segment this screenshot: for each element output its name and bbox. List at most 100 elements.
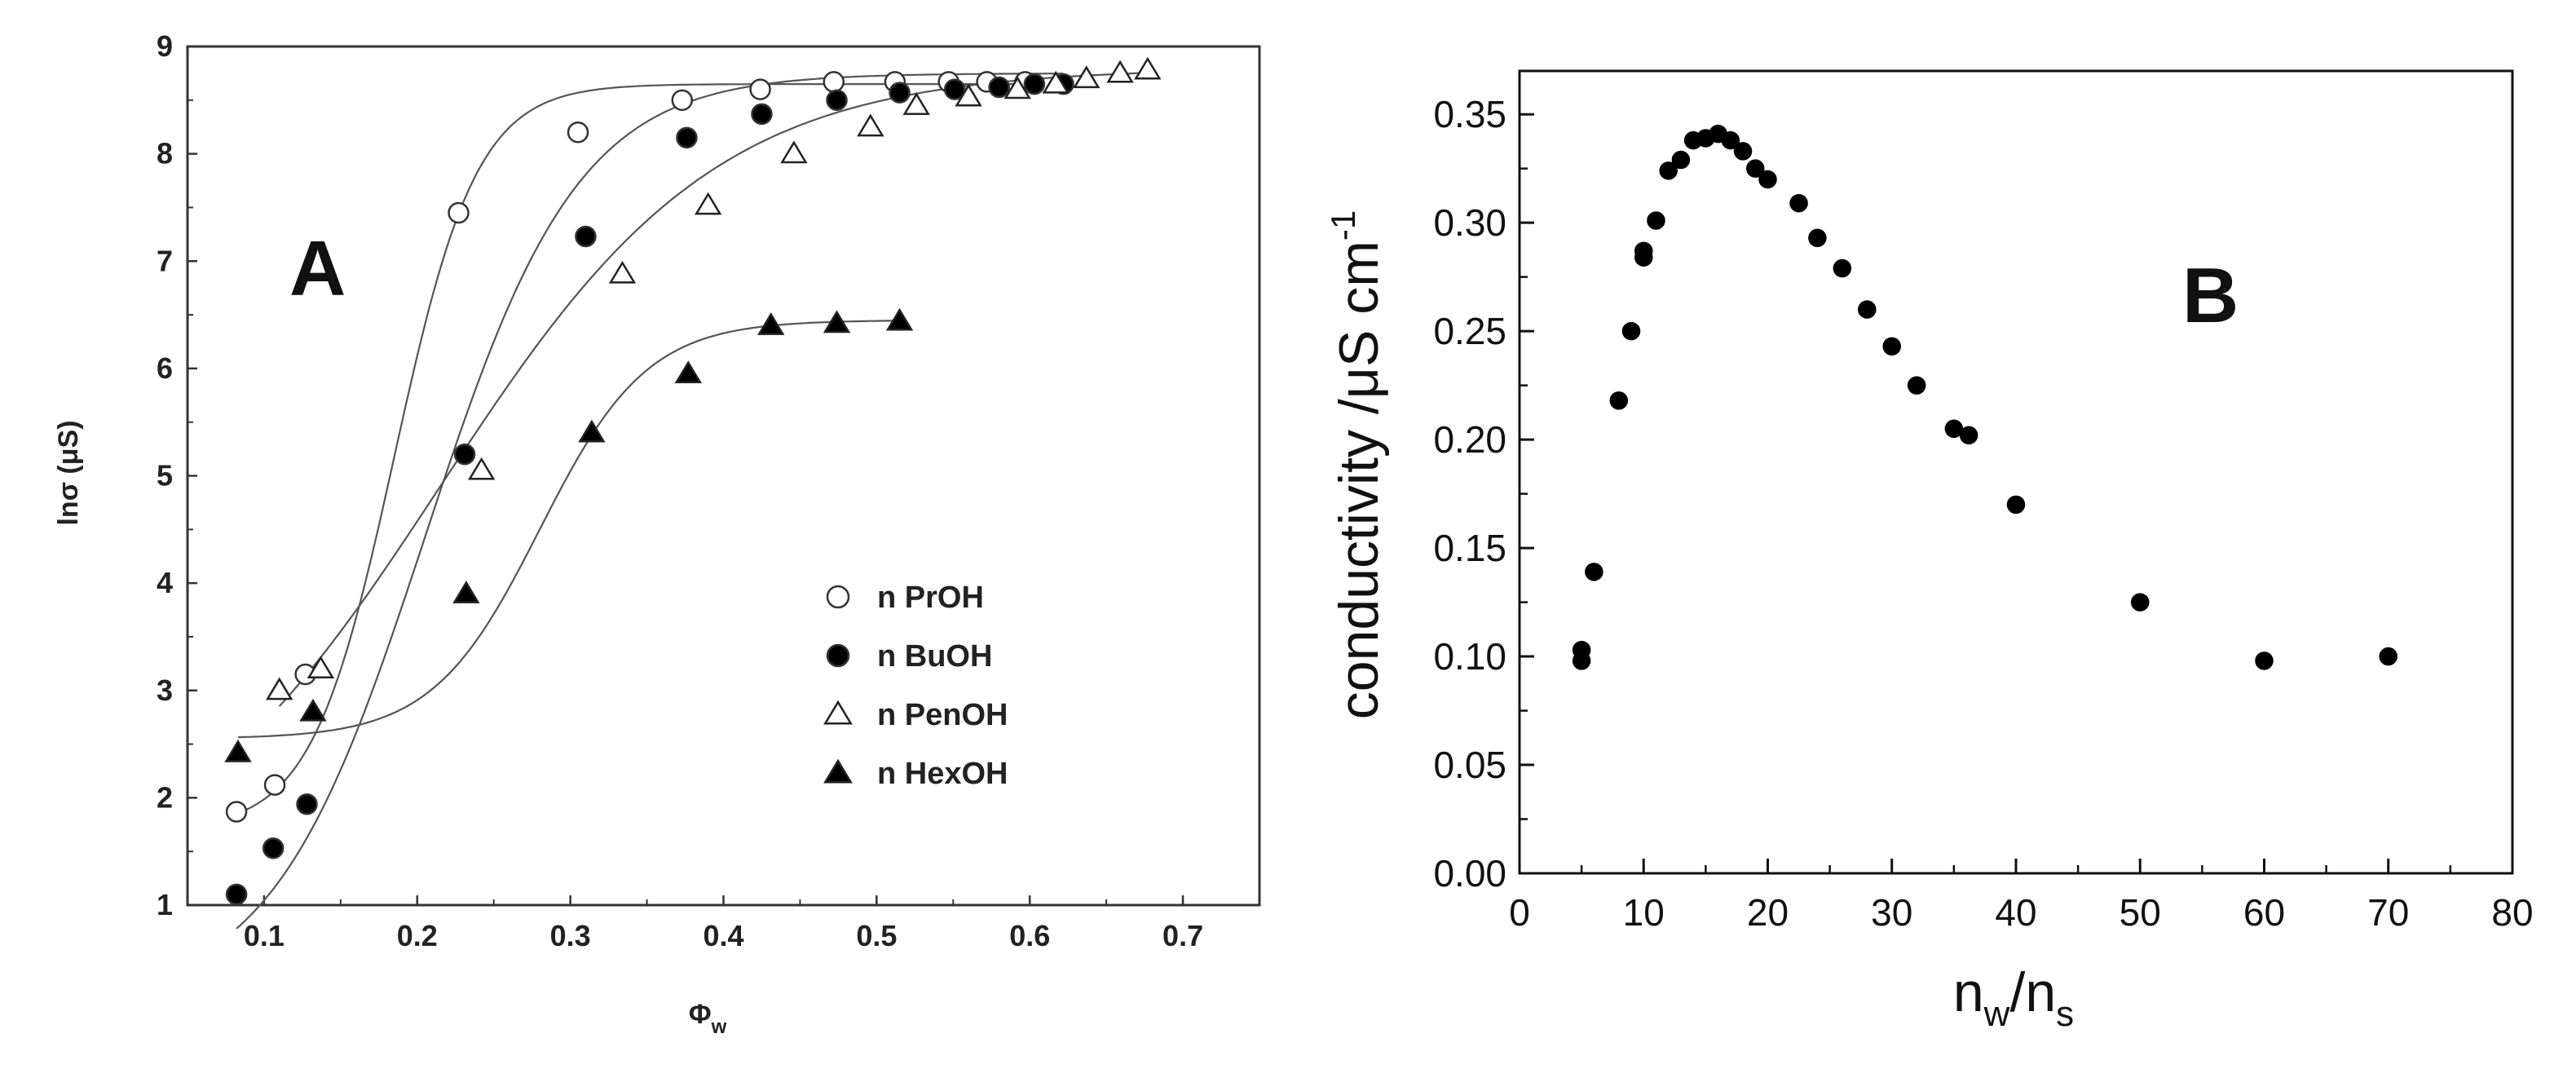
panel-b-x-tick-label: 20 bbox=[1747, 891, 1789, 934]
panel-b-data-point bbox=[1944, 419, 1964, 439]
panel-b-x-label-mid: /n bbox=[2009, 961, 2056, 1023]
panel-b-data-point bbox=[2379, 647, 2397, 666]
panel-b-x-tick-label: 50 bbox=[2119, 891, 2161, 934]
panel-a-fit-curve-n-hexoh bbox=[237, 320, 900, 739]
panel-a-letter: A bbox=[289, 225, 346, 312]
panel-b-x-tick-label: 10 bbox=[1623, 891, 1665, 934]
panel-b-data-point bbox=[1721, 130, 1740, 150]
panel-b-data-point bbox=[1647, 211, 1665, 230]
panel-b-data-point bbox=[1621, 321, 1641, 341]
panel-a-point-n-buoh bbox=[751, 103, 773, 126]
panel-b-y-axis-label: conductivity /μS cm-1 bbox=[1324, 210, 1390, 720]
panel-a-point-n-proh bbox=[823, 71, 845, 93]
panel-a-point-n-penoh bbox=[1134, 56, 1162, 80]
panel-a-point-n-penoh bbox=[307, 656, 335, 679]
panel-b-x-tick-label: 40 bbox=[1995, 891, 2036, 934]
panel-a-point-n-proh bbox=[225, 801, 248, 823]
panel-a-y-tick-label: 2 bbox=[157, 780, 173, 814]
panel-b-y-label-main: conductivity /μS cm bbox=[1328, 241, 1390, 719]
panel-b-data-point bbox=[1833, 258, 1852, 278]
panel-b-y-tick-label: 0.30 bbox=[1433, 201, 1506, 244]
panel-a-point-n-buoh bbox=[988, 76, 1010, 99]
panel-b-y-tick-label: 0.25 bbox=[1433, 310, 1506, 352]
panel-b-data-point bbox=[1858, 300, 1877, 319]
panel-a-legend-marker bbox=[823, 700, 853, 725]
panel-a-point-n-hexoh bbox=[757, 311, 785, 335]
panel-a-point-n-penoh bbox=[902, 92, 930, 115]
panel-a-x-tick-label: 0.4 bbox=[703, 919, 743, 952]
panel-a-point-n-penoh bbox=[266, 677, 293, 700]
panel-a-point-n-hexoh bbox=[885, 307, 914, 331]
panel-b-data-point bbox=[1733, 142, 1753, 161]
panel-a-legend-marker bbox=[823, 758, 853, 784]
panel-b-data-point bbox=[1882, 337, 1901, 356]
panel-a-y-tick-label: 4 bbox=[157, 566, 173, 599]
panel-b-data-point bbox=[1789, 193, 1808, 213]
panel-a-point-n-buoh bbox=[296, 793, 318, 815]
panel-a-point-n-penoh bbox=[780, 140, 808, 164]
panel-a-point-n-proh bbox=[749, 78, 771, 100]
panel-a-point-n-hexoh bbox=[674, 360, 702, 384]
panel-a-point-n-penoh bbox=[857, 113, 884, 137]
panel-b-data-point bbox=[1907, 376, 1926, 395]
panel-b-y-tick-label: 0.15 bbox=[1433, 527, 1506, 569]
panel-a-x-label-sub: w bbox=[711, 1016, 727, 1038]
panel-b-y-tick-label: 0.00 bbox=[1433, 852, 1506, 895]
panel-a-point-n-hexoh bbox=[224, 739, 252, 762]
panel-a-point-n-penoh bbox=[1106, 60, 1134, 83]
panel-b-chart: 0 10 20 30 40 50 60 70 80 0.00 0.05 0.10 0.15 0.20 0.2… bbox=[1324, 69, 2534, 1034]
panel-b-y-tick-label: 0.35 bbox=[1433, 93, 1506, 135]
panel-b-y-label-sup: -1 bbox=[1324, 210, 1362, 241]
panel-a-point-n-penoh bbox=[608, 260, 637, 284]
panel-a-point-n-penoh bbox=[955, 83, 982, 107]
panel-a-point-n-hexoh bbox=[299, 698, 327, 722]
panel-a-y-tick-label: 8 bbox=[157, 137, 173, 170]
panel-b-data-point bbox=[1609, 391, 1629, 410]
panel-a-point-n-hexoh bbox=[823, 310, 851, 334]
panel-a-legend-label: n HexOH bbox=[877, 757, 1008, 791]
panel-a-point-n-buoh bbox=[676, 126, 698, 149]
panel-a-y-tick-label: 7 bbox=[157, 244, 173, 277]
panel-a-legend-marker bbox=[826, 585, 850, 609]
panel-a-legend-label: n PenOH bbox=[877, 698, 1008, 732]
panel-b-letter: B bbox=[2182, 252, 2239, 339]
panel-a-legend-marker bbox=[826, 643, 850, 668]
panel-a-x-tick-label: 0.7 bbox=[1162, 919, 1203, 952]
panel-a-frame bbox=[186, 45, 1261, 907]
panel-a-point-n-buoh bbox=[453, 443, 476, 466]
panel-b-data-point bbox=[1808, 228, 1827, 248]
panel-b-data-point bbox=[1659, 161, 1678, 180]
panel-a-point-n-penoh bbox=[695, 192, 722, 215]
panel-a-y-tick-label: 3 bbox=[157, 674, 173, 707]
panel-a-chart: 0.1 0.2 0.3 0.4 0.5 0.6 0.7 1 2 3 4 5 6 7 8 9 A lnσ (μS… bbox=[53, 29, 1261, 1038]
panel-b-data-point bbox=[2131, 593, 2150, 612]
panel-b-data-point bbox=[1959, 426, 1978, 445]
panel-a-y-tick-label: 9 bbox=[157, 29, 173, 63]
panel-a-point-n-proh bbox=[567, 121, 589, 144]
panel-a-point-n-penoh bbox=[1073, 65, 1101, 89]
panel-b-data-point bbox=[1634, 241, 1653, 260]
panel-b-y-tick-label: 0.05 bbox=[1433, 744, 1506, 786]
panel-b-data-point bbox=[1585, 563, 1603, 581]
panel-a-point-n-buoh bbox=[943, 78, 966, 100]
panel-b-x-tick-label: 70 bbox=[2367, 891, 2409, 934]
panel-b-frame bbox=[1518, 69, 2514, 875]
panel-a-x-tick-label: 0.1 bbox=[244, 919, 285, 952]
panel-a-point-n-buoh bbox=[262, 837, 285, 859]
panel-a-point-n-buoh bbox=[889, 82, 911, 104]
panel-a-y-tick-label: 6 bbox=[157, 351, 173, 385]
panel-a-point-n-hexoh bbox=[452, 581, 480, 603]
panel-b-y-tick-label: 0.10 bbox=[1433, 635, 1506, 678]
panel-b-x-tick-label: 80 bbox=[2491, 891, 2533, 934]
panel-a-point-n-buoh bbox=[826, 89, 848, 112]
panel-b-x-tick-label: 30 bbox=[1871, 891, 1912, 934]
panel-a-point-n-buoh bbox=[575, 225, 597, 248]
panel-a-point-n-buoh bbox=[225, 883, 248, 906]
panel-b-data-point bbox=[2255, 652, 2274, 670]
panel-b-x-tick-label: 60 bbox=[2243, 891, 2285, 934]
panel-b-x-axis-label: nw/ns bbox=[1953, 961, 2074, 1034]
panel-a-legend-label: n PrOH bbox=[877, 581, 984, 615]
panel-a-point-n-proh bbox=[671, 89, 694, 112]
panel-a-x-tick-label: 0.3 bbox=[550, 919, 591, 952]
panel-b-data-point bbox=[1758, 170, 1777, 189]
